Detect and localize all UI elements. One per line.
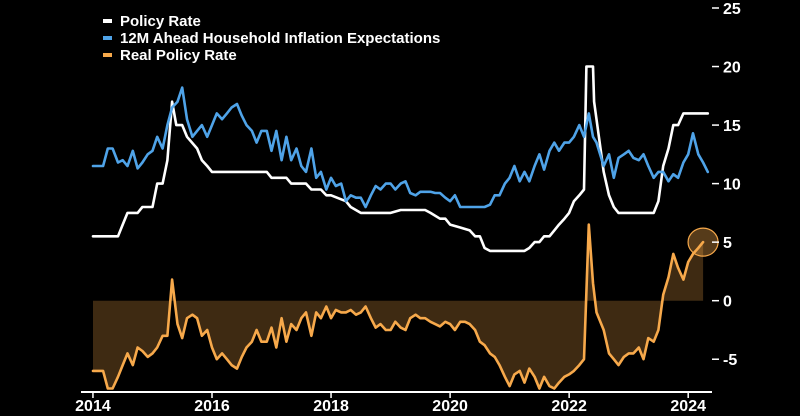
x-tick-label: 2018 xyxy=(313,398,349,415)
y-tick-label: 5 xyxy=(723,235,732,252)
series-line-policy-rate xyxy=(91,65,710,253)
y-tick-label: -5 xyxy=(723,352,737,369)
area-layer xyxy=(93,224,704,389)
x-tick-label: 2016 xyxy=(194,398,230,415)
y-tick-label: 25 xyxy=(723,1,741,18)
x-tick-label: 2014 xyxy=(75,398,111,415)
series-area-real-policy-rate xyxy=(93,224,704,389)
series-line-real-policy-rate xyxy=(91,223,705,390)
series-line-12m-ahead-household-inflation-expectations xyxy=(91,86,710,209)
x-tick-label: 2022 xyxy=(551,398,587,415)
y-tick-label: 15 xyxy=(723,118,741,135)
x-tick-label: 2024 xyxy=(670,398,706,415)
axis-layer: -5 0 5 10 15 20 25 2014 2016 2018 2020 2022 2024 xyxy=(75,1,741,415)
y-tick-label: 0 xyxy=(723,294,732,311)
y-tick-label: 10 xyxy=(723,177,741,194)
legend-label: Policy Rate xyxy=(120,13,201,30)
legend-swatch xyxy=(103,19,112,23)
y-tick-label: 20 xyxy=(723,60,741,77)
legend-swatch xyxy=(103,36,112,40)
line-layer xyxy=(91,65,710,390)
legend-swatch xyxy=(103,53,112,57)
x-tick-label: 2020 xyxy=(432,398,468,415)
legend-label: Real Policy Rate xyxy=(120,47,237,64)
legend-label: 12M Ahead Household Inflation Expectatio… xyxy=(120,30,440,47)
